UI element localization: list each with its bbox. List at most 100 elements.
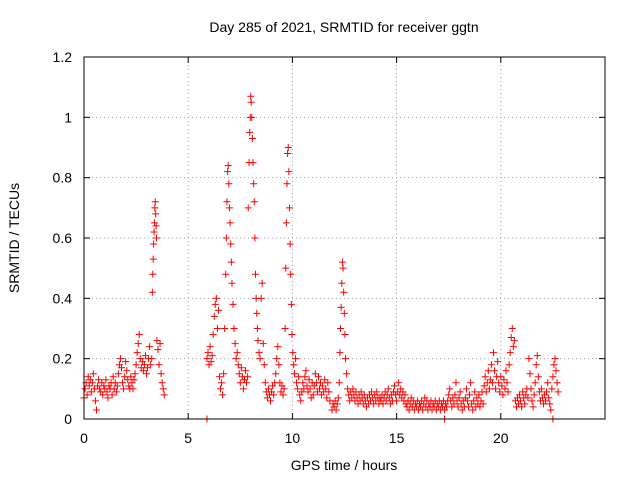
data-point: [244, 204, 252, 212]
data-point: [470, 397, 478, 405]
data-point: [342, 355, 350, 363]
data-point: [484, 367, 492, 375]
data-point: [95, 376, 103, 384]
x-tick-label: 10: [285, 430, 301, 446]
data-point: [113, 382, 121, 390]
data-point: [234, 361, 242, 369]
data-point: [274, 343, 282, 351]
data-point: [446, 385, 454, 393]
data-point: [284, 150, 292, 158]
data-point: [252, 270, 260, 278]
data-point: [517, 397, 525, 405]
data-point: [469, 406, 477, 414]
data-point: [85, 382, 93, 390]
x-tick-label: 20: [493, 430, 509, 446]
data-point: [481, 373, 489, 381]
chart-title: Day 285 of 2021, SRMTID for receiver ggt…: [209, 19, 478, 35]
data-point: [301, 373, 309, 381]
data-point: [218, 379, 226, 387]
data-point: [156, 340, 164, 348]
data-point: [225, 204, 233, 212]
data-point: [349, 385, 357, 393]
data-point: [264, 385, 272, 393]
data-point: [450, 400, 458, 408]
data-point: [114, 370, 122, 378]
data-point: [545, 394, 553, 402]
data-point: [339, 264, 347, 272]
data-point: [152, 222, 160, 230]
data-point: [492, 385, 500, 393]
y-tick-label: 0: [64, 411, 72, 427]
data-point: [211, 300, 219, 308]
data-point: [503, 379, 511, 387]
data-point: [203, 355, 211, 363]
data-point: [336, 349, 344, 357]
data-point: [267, 397, 275, 405]
data-point: [285, 204, 293, 212]
data-point: [248, 113, 256, 121]
data-point: [91, 397, 99, 405]
data-point: [479, 400, 487, 408]
data-point: [253, 325, 261, 332]
data-point: [496, 388, 504, 396]
data-point: [144, 364, 152, 372]
data-point: [150, 240, 158, 248]
data-point: [109, 373, 117, 381]
data-point: [261, 379, 269, 387]
data-point: [122, 358, 130, 366]
data-point: [286, 240, 294, 248]
data-point: [290, 370, 298, 378]
data-point: [338, 279, 346, 287]
data-point: [226, 219, 234, 227]
data-point: [159, 385, 167, 393]
data-point: [527, 385, 535, 393]
data-point: [553, 379, 561, 387]
data-point: [148, 355, 156, 363]
data-point: [260, 361, 268, 369]
data-point: [135, 331, 143, 339]
plot-frame: [83, 56, 606, 420]
data-point: [129, 385, 137, 393]
data-point: [311, 370, 319, 378]
data-point: [213, 325, 221, 332]
data-point: [323, 394, 331, 402]
data-point: [337, 303, 345, 311]
data-point: [153, 234, 161, 242]
data-point: [284, 144, 292, 151]
data-point: [124, 376, 132, 384]
data-point: [531, 379, 539, 387]
data-point: [324, 379, 332, 387]
data-point: [546, 400, 554, 408]
data-point: [485, 385, 493, 393]
data-point: [287, 270, 295, 278]
data-point: [500, 376, 508, 384]
data-point: [102, 376, 110, 384]
data-point: [334, 394, 342, 402]
data-point: [464, 403, 472, 411]
data-point: [151, 204, 159, 212]
data-point: [315, 385, 323, 393]
data-point: [445, 391, 453, 399]
data-point: [88, 379, 96, 387]
data-point: [160, 391, 168, 399]
data-point: [237, 364, 245, 372]
data-point: [382, 397, 390, 405]
data-point: [283, 180, 291, 188]
data-point: [282, 264, 290, 272]
data-point: [379, 400, 387, 408]
data-point: [220, 370, 228, 378]
data-point: [306, 385, 314, 393]
data-point: [322, 385, 330, 393]
data-point: [518, 403, 526, 411]
data-point: [158, 379, 166, 387]
data-point: [554, 388, 562, 396]
data-point: [287, 300, 295, 308]
data-point: [532, 361, 540, 369]
data-point: [455, 394, 463, 402]
data-point: [549, 373, 557, 381]
data-point: [309, 391, 317, 399]
data-point: [236, 379, 244, 387]
data-point: [225, 180, 233, 188]
data-point: [475, 391, 483, 399]
